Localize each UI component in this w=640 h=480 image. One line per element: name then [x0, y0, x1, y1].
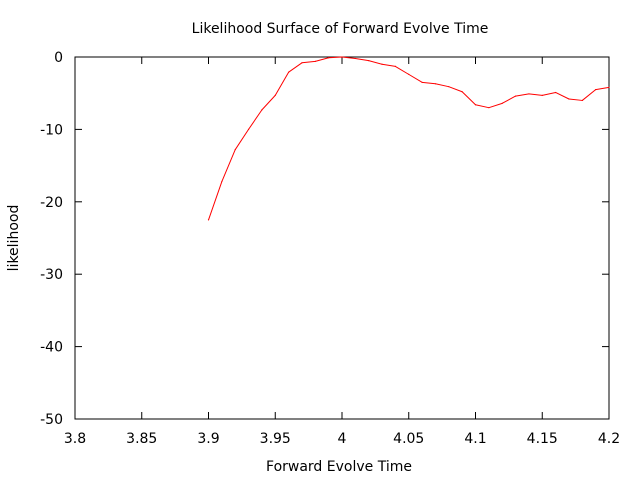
- y-tick-label: -30: [40, 267, 63, 283]
- data-point: [274, 94, 276, 96]
- data-point: [234, 149, 236, 151]
- y-tick-label: -40: [40, 340, 63, 356]
- series-points: [207, 56, 610, 221]
- data-point: [474, 104, 477, 106]
- x-tick-label: 4.1: [464, 431, 486, 447]
- data-point: [354, 57, 356, 60]
- data-point: [501, 102, 503, 104]
- data-point: [381, 63, 383, 65]
- x-axis-title: Forward Evolve Time: [266, 459, 412, 475]
- data-point: [408, 73, 410, 75]
- data-point: [595, 88, 597, 91]
- data-point: [288, 71, 290, 73]
- data-point: [328, 57, 330, 59]
- y-tick-label: 0: [54, 50, 63, 66]
- x-tick-label: 3.85: [126, 431, 157, 447]
- x-tick-label: 3.95: [260, 431, 291, 447]
- data-point: [514, 95, 517, 97]
- x-tick-label: 4.2: [598, 431, 620, 447]
- data-point: [555, 91, 557, 94]
- data-point: [461, 91, 463, 93]
- data-point: [608, 86, 610, 89]
- data-point: [421, 81, 423, 83]
- data-point: [314, 60, 316, 62]
- data-point: [207, 219, 210, 221]
- data-point: [528, 93, 530, 95]
- y-axis-ticks: 0 -10 -20 -30 -40 -50: [40, 50, 609, 428]
- data-point: [488, 107, 490, 109]
- data-point: [301, 62, 303, 64]
- data-point: [434, 83, 437, 85]
- data-point: [568, 98, 570, 100]
- x-tick-label: 4.15: [527, 431, 558, 447]
- data-point: [394, 65, 396, 68]
- x-tick-label: 3.8: [64, 431, 86, 447]
- data-point: [221, 180, 223, 183]
- data-point: [368, 60, 370, 62]
- chart-title: Likelihood Surface of Forward Evolve Tim…: [192, 21, 489, 37]
- y-tick-label: -50: [40, 412, 63, 428]
- x-tick-label: 4.05: [393, 431, 424, 447]
- data-point: [448, 86, 450, 88]
- x-tick-label: 3.9: [197, 431, 219, 447]
- x-axis-ticks: 3.8 3.85 3.9 3.95 4 4.05 4.1 4.15 4.2: [64, 57, 620, 447]
- x-tick-label: 4: [338, 431, 347, 447]
- data-point: [341, 56, 343, 58]
- data-point: [541, 94, 543, 96]
- y-axis-title: likelihood: [6, 205, 22, 272]
- data-point: [581, 99, 583, 102]
- y-tick-label: -20: [40, 195, 63, 211]
- data-point: [261, 109, 263, 111]
- y-tick-label: -10: [40, 122, 63, 138]
- data-point: [247, 128, 250, 130]
